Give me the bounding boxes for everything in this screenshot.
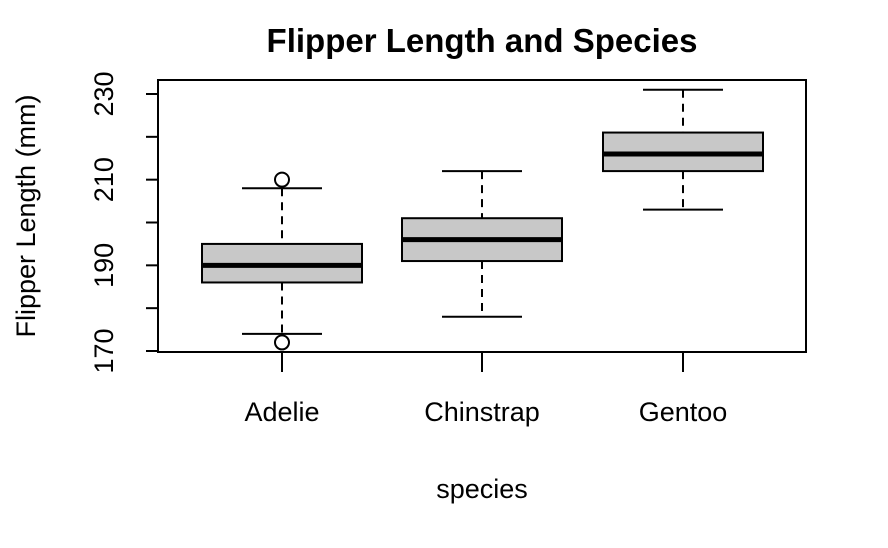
x-axis: Adelie Chinstrap Gentoo (244, 352, 727, 427)
box-group-gentoo (602, 88, 764, 211)
y-tick-label: 210 (89, 157, 119, 202)
y-tick-label: 230 (89, 71, 119, 116)
x-tick-label: Adelie (244, 397, 319, 427)
boxes-layer (201, 88, 764, 351)
y-tick-label: 190 (89, 243, 119, 288)
box-group-adelie (201, 171, 363, 351)
outlier-point (274, 171, 290, 188)
outlier-point (274, 334, 290, 351)
y-tick-label: 170 (89, 328, 119, 373)
y-axis-label: Flipper Length (mm) (11, 94, 41, 337)
x-axis-label: species (436, 474, 528, 504)
y-axis: 170 190 210 230 (89, 71, 158, 374)
chart-title: Flipper Length and Species (267, 22, 698, 59)
x-tick-label: Chinstrap (424, 397, 540, 427)
x-tick-label: Gentoo (639, 397, 728, 427)
box-group-chinstrap (401, 170, 563, 318)
